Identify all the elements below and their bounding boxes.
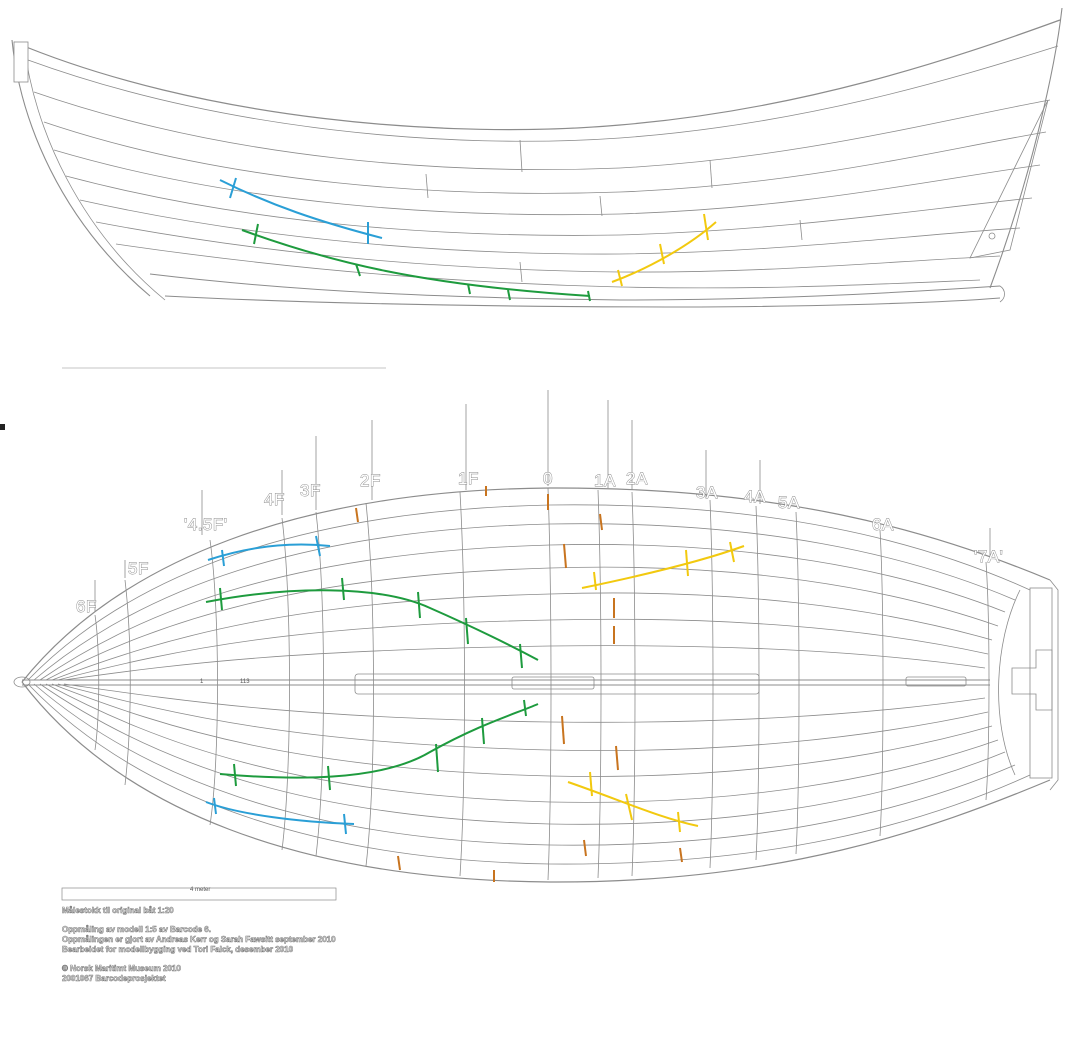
station-label: 5F <box>128 559 149 578</box>
scale-bar-label: 4 meter <box>190 887 210 893</box>
copyright-note: © Norsk Maritimt Museum 2010 <box>62 964 181 974</box>
station-label: 3F <box>300 481 321 500</box>
station-label: 1A <box>594 471 616 490</box>
yellow-frame-lower <box>567 781 699 827</box>
note-line-2: Oppmålingen er gjort av Andreas Kerr og … <box>62 935 336 945</box>
scale-note: Målestokk til original båt 1:20 <box>62 906 174 916</box>
marker-square <box>0 424 5 430</box>
side-view <box>11 7 1063 308</box>
station-label: 5A <box>778 493 800 512</box>
yellow-frame-upper <box>581 545 745 589</box>
station-labels: 6F 5F '4.5F' 4F 3F 2F 1F 0 1A 2A 3A 4A 5… <box>76 469 1004 617</box>
blue-frame-side <box>219 179 383 239</box>
station-label: 2F <box>360 471 381 490</box>
station-label: 0 <box>543 469 553 488</box>
note-line-1: Oppmåling av modell 1:5 av Barcode 6. <box>62 925 212 935</box>
note-line-3: Bearbeidet for modellbygging ved Tori Fa… <box>62 945 294 955</box>
scale-bar: 4 meter <box>61 887 337 901</box>
drawing-notes: Målestokk til original båt 1:20 Oppmålin… <box>62 906 336 984</box>
blue-frame-lower <box>205 801 355 825</box>
plan-view <box>13 390 1059 883</box>
station-label: 3A <box>696 483 718 502</box>
green-frame-lower <box>219 703 539 779</box>
plan-frame-lines <box>205 486 745 882</box>
keel-label: 1 <box>200 679 204 685</box>
project-note: 2001067 Barcodeprosjektet <box>62 974 166 984</box>
keel-label: 113 <box>240 679 250 685</box>
station-label: 2A <box>626 469 648 488</box>
green-frame-side <box>241 229 591 297</box>
station-label: '4.5F' <box>184 515 228 534</box>
station-label: 4A <box>744 487 766 506</box>
station-label: 1F <box>458 469 479 488</box>
station-label: 6A <box>872 515 894 534</box>
side-frame-lines <box>219 177 717 302</box>
station-label: 4F <box>264 490 285 509</box>
station-label: 6F <box>76 597 97 616</box>
green-frame-upper <box>205 589 539 661</box>
station-label: '7A' <box>974 547 1003 566</box>
